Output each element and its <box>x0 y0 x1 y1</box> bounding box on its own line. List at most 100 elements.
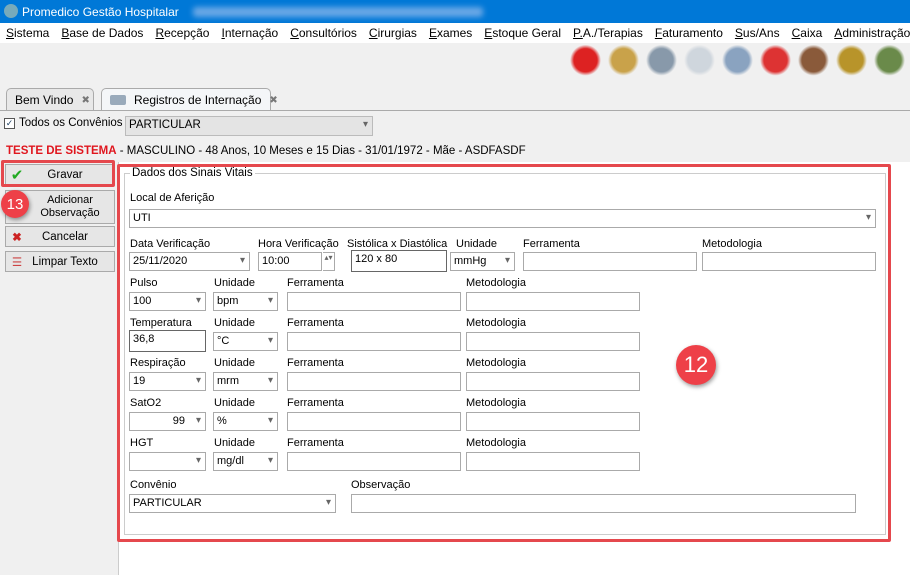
convenio-select[interactable]: PARTICULAR <box>125 116 373 136</box>
x-icon: ✖ <box>12 231 22 244</box>
clear-text-icon: ☰ <box>11 256 23 269</box>
vital-label: Respiração <box>130 357 186 369</box>
vital-label: Pulso <box>130 277 158 289</box>
hora-spinner[interactable]: 10:00 <box>258 252 322 271</box>
window-title: Promedico Gestão Hospitalar <box>22 4 179 19</box>
unidade-select[interactable]: bpm <box>213 292 278 311</box>
ferramenta-label: Ferramenta <box>287 397 344 409</box>
app-logo-icon <box>4 4 18 18</box>
annotation-badge-12: 12 <box>676 345 716 385</box>
vital-value-input[interactable]: 100 <box>129 292 206 311</box>
hospital-bed-icon[interactable] <box>721 44 754 80</box>
vital-value-input[interactable]: 36,8 <box>129 330 206 352</box>
pa-input[interactable]: 120 x 80 <box>351 250 447 272</box>
money-down-icon[interactable] <box>873 44 906 80</box>
observacao-input[interactable] <box>351 494 856 513</box>
ferramenta-label: Ferramenta <box>287 317 344 329</box>
group-title: Dados dos Sinais Vitais <box>130 167 255 179</box>
patient-name: TESTE DE SISTEMA <box>6 145 117 157</box>
menu-item[interactable]: Base de Dados <box>61 26 144 40</box>
tab-bem-vindo[interactable]: Bem Vindo ✖ <box>6 88 94 111</box>
ferramenta-label: Ferramenta <box>287 437 344 449</box>
unidade-select[interactable]: °C <box>213 332 278 351</box>
menu-item[interactable]: Recepção <box>155 26 210 40</box>
ferramenta-label: Ferramenta <box>287 357 344 369</box>
menu-item[interactable]: Sus/Ans <box>734 26 780 40</box>
pa-unidade-label: Unidade <box>456 238 497 250</box>
metodologia-input[interactable] <box>466 412 640 431</box>
vital-value-input[interactable]: 19 <box>129 372 206 391</box>
medicine-box-icon[interactable] <box>797 44 830 80</box>
metodologia-input[interactable] <box>466 452 640 471</box>
menu-item[interactable]: Administração <box>834 26 910 40</box>
vital-label: Temperatura <box>130 317 192 329</box>
checkbox[interactable]: ✓ <box>4 117 15 129</box>
vital-value-input[interactable] <box>129 452 206 471</box>
menu-item[interactable]: Cirurgias <box>368 26 417 40</box>
highlight-gravar <box>1 160 115 187</box>
menu-item[interactable]: Consultórios <box>290 26 357 40</box>
toolbar <box>569 44 910 86</box>
ferramenta-input[interactable] <box>287 452 461 471</box>
convenio-select[interactable]: PARTICULAR <box>129 494 336 513</box>
patient-folder-icon[interactable] <box>607 44 640 80</box>
patient-details: - MASCULINO - 48 Anos, 10 Meses e 15 Dia… <box>116 145 526 157</box>
ferramenta-input[interactable] <box>287 292 461 311</box>
vital-label: SatO2 <box>130 397 162 409</box>
metodologia-input[interactable] <box>466 292 640 311</box>
vital-value-input[interactable]: 99 <box>129 412 206 431</box>
close-icon[interactable]: ✖ <box>269 94 278 106</box>
menu-item[interactable]: P.A./Terapias <box>573 26 643 40</box>
all-convenios-checkbox[interactable]: ✓ Todos os Convênios <box>4 117 123 129</box>
metodologia-label: Metodologia <box>466 357 526 369</box>
unidade-label: Unidade <box>214 317 255 329</box>
doctor-icon[interactable] <box>645 44 678 80</box>
ferramenta-input[interactable] <box>287 332 461 351</box>
divider <box>0 110 910 111</box>
unidade-select[interactable]: mg/dl <box>213 452 278 471</box>
data-label: Data Verificação <box>130 238 211 250</box>
tab-registros-internacao[interactable]: Registros de Internação ✖ <box>101 88 278 111</box>
metodologia-input[interactable] <box>466 332 640 351</box>
ferramenta-input[interactable] <box>523 252 697 271</box>
menu-item[interactable]: Sistema <box>6 26 50 40</box>
ferramenta-input[interactable] <box>287 372 461 391</box>
limpar-texto-button[interactable]: ☰ Limpar Texto <box>5 251 115 272</box>
cancelar-button[interactable]: ✖ Cancelar <box>5 226 115 247</box>
ferramenta-input[interactable] <box>287 412 461 431</box>
unidade-label: Unidade <box>214 397 255 409</box>
convenio-label: Convênio <box>130 479 177 491</box>
menu-bar: Sistema Base de Dados Recepção Internação Co… <box>0 23 910 43</box>
refresh-users-icon[interactable] <box>569 44 602 80</box>
close-icon[interactable]: ✖ <box>81 94 90 106</box>
tab-label: Bem Vindo <box>15 93 74 107</box>
metodologia-label: Metodologia <box>466 397 526 409</box>
document-pen-icon[interactable] <box>683 44 716 80</box>
spinner-arrows-icon[interactable]: ▴▾ <box>323 252 335 271</box>
metodologia-label: Metodologia <box>466 437 526 449</box>
annotation-badge-13: 13 <box>1 190 29 218</box>
unidade-select[interactable]: mrm <box>213 372 278 391</box>
button-label: Adicionar Observação <box>40 194 100 219</box>
money-up-icon[interactable] <box>835 44 868 80</box>
local-label: Local de Aferição <box>130 192 215 204</box>
title-bar: Promedico Gestão Hospitalar <box>0 0 910 23</box>
menu-item[interactable]: Exames <box>428 26 473 40</box>
pa-unidade-select[interactable]: mmHg <box>450 252 515 271</box>
unidade-label: Unidade <box>214 437 255 449</box>
metodologia-input[interactable] <box>702 252 876 271</box>
unidade-select[interactable]: % <box>213 412 278 431</box>
button-label: Cancelar <box>41 230 89 243</box>
menu-item[interactable]: Estoque Geral <box>484 26 562 40</box>
menu-item[interactable]: Caixa <box>791 26 823 40</box>
metodologia-input[interactable] <box>466 372 640 391</box>
ambulance-icon[interactable] <box>759 44 792 80</box>
local-select[interactable]: UTI <box>129 209 876 228</box>
unidade-label: Unidade <box>214 357 255 369</box>
tab-label: Registros de Internação <box>134 93 262 107</box>
data-picker[interactable]: 25/11/2020 <box>129 252 250 271</box>
unidade-label: Unidade <box>214 277 255 289</box>
checkmark-icon: ✔ <box>10 166 24 184</box>
menu-item[interactable]: Internação <box>221 26 279 40</box>
menu-item[interactable]: Faturamento <box>654 26 723 40</box>
